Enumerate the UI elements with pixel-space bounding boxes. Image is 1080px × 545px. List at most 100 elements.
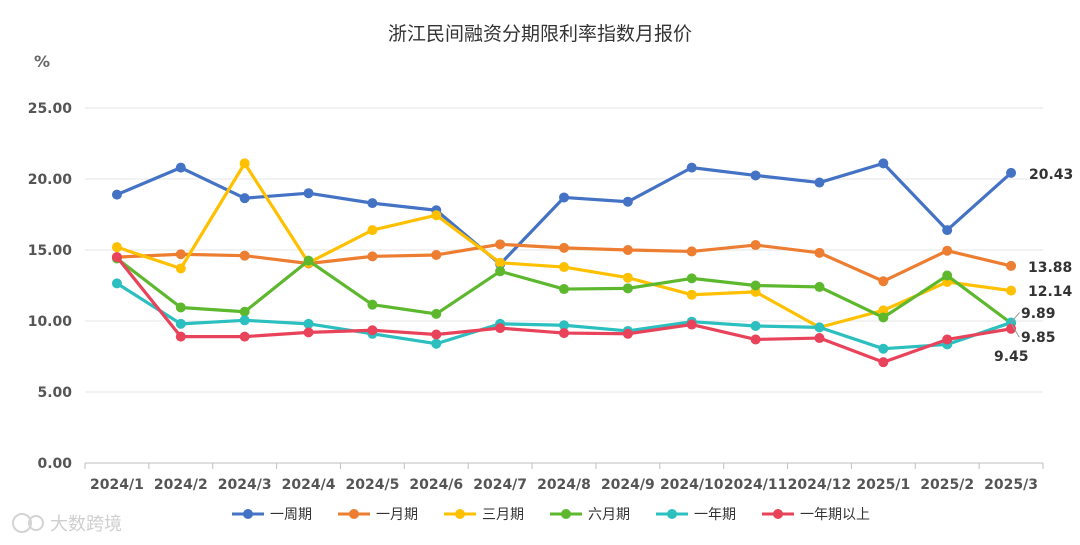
data-point [175, 249, 186, 260]
legend-label: 一月期 [376, 507, 418, 523]
data-label: 13.88 [1028, 260, 1072, 276]
x-tick-label: 2024/4 [282, 477, 336, 493]
legend-item: 三月期 [444, 507, 524, 523]
data-point [367, 299, 378, 310]
legend-swatch-dot [243, 509, 253, 519]
y-tick-label: 10.00 [28, 314, 73, 330]
data-point [495, 323, 506, 334]
x-tick-label: 2024/1 [90, 477, 144, 493]
legend: 一周期 一月期 三月期 六月期 一年期 一年期以上 [232, 507, 870, 523]
data-label: 9.45 [994, 349, 1029, 365]
data-point [622, 283, 633, 294]
x-tick-label: 2024/9 [601, 477, 655, 493]
data-point [686, 246, 697, 257]
watermark: 大数跨境 [12, 513, 122, 535]
data-point [814, 247, 825, 258]
series-group [111, 158, 1017, 368]
data-point [622, 328, 633, 339]
y-tick-label: 25.00 [28, 101, 73, 117]
data-point [175, 318, 186, 329]
legend-label: 六月期 [588, 507, 630, 523]
chart-title: 浙江民间融资分期限利率指数月报价 [388, 23, 692, 45]
data-point [942, 245, 953, 256]
data-point [239, 315, 250, 326]
x-tick-label: 2024/7 [473, 477, 527, 493]
data-point [239, 331, 250, 342]
data-point [559, 284, 569, 295]
legend-item: 六月期 [550, 507, 630, 523]
data-point [878, 312, 889, 323]
data-point [942, 270, 953, 281]
data-point [686, 273, 697, 284]
data-point [1006, 260, 1017, 271]
data-point [495, 257, 506, 268]
y-tick-label: 0.00 [37, 456, 72, 472]
watermark-logo-icon [12, 513, 32, 533]
data-point [111, 252, 122, 263]
legend-swatch-dot [561, 509, 571, 519]
x-tick-label: 2024/2 [154, 477, 208, 493]
data-point [239, 158, 250, 169]
legend-label: 一年期以上 [800, 507, 870, 523]
data-point [431, 338, 442, 349]
y-axis: 0.00 5.00 10.00 15.00 20.00 25.00 [28, 101, 73, 472]
data-point [559, 320, 569, 331]
data-point [495, 239, 506, 250]
x-tick-label: 2024/6 [409, 477, 463, 493]
end-labels: 20.43 13.88 12.14 9.85 9.89 9.45 [994, 167, 1073, 365]
data-point [878, 305, 889, 316]
data-point [303, 327, 314, 338]
data-point [878, 158, 889, 169]
legend-label: 一年期 [694, 507, 736, 523]
data-point [239, 250, 250, 261]
data-point [686, 289, 697, 300]
data-point [686, 162, 697, 173]
legend-swatch-dot [773, 509, 783, 519]
x-tick-label: 2025/2 [920, 477, 974, 493]
y-tick-label: 5.00 [37, 385, 72, 401]
data-point [111, 242, 122, 253]
data-point [175, 302, 186, 313]
data-point [814, 177, 825, 188]
series-3 [111, 253, 1017, 329]
legend-item: 一月期 [338, 507, 418, 523]
leader-line [1010, 322, 1020, 338]
x-axis: 2024/1 2024/2 2024/3 2024/4 2024/5 2024/6 2024… [84, 463, 1044, 493]
legend-swatch-dot [349, 509, 359, 519]
legend-swatch-dot [667, 509, 677, 519]
data-point [367, 325, 378, 336]
data-point [367, 225, 378, 236]
series-0 [111, 158, 1017, 270]
data-point [622, 272, 633, 283]
leader-line [1010, 312, 1021, 323]
legend-label: 一周期 [270, 507, 312, 523]
data-label: 9.89 [1021, 306, 1056, 322]
data-point [367, 198, 378, 209]
data-point [303, 318, 314, 329]
series-5 [111, 252, 1017, 368]
data-point [814, 333, 825, 344]
x-tick-label: 2024/8 [537, 477, 591, 493]
data-point [750, 280, 761, 291]
data-label: 9.85 [1021, 330, 1056, 346]
data-point [559, 262, 569, 273]
data-point [303, 255, 314, 266]
data-point [559, 192, 569, 203]
data-point [1006, 167, 1017, 178]
data-point [878, 343, 889, 354]
x-tick-label: 2025/1 [856, 477, 910, 493]
legend-label: 三月期 [482, 507, 524, 523]
data-point [1006, 323, 1017, 334]
data-point [686, 319, 697, 330]
data-point [239, 306, 250, 317]
x-tick-label: 2024/3 [218, 477, 272, 493]
legend-item: 一年期以上 [762, 507, 870, 523]
data-point [175, 162, 186, 173]
data-point [175, 263, 186, 274]
data-point [814, 322, 825, 333]
data-point [942, 225, 953, 236]
x-tick-label: 2024/10 [660, 477, 724, 493]
x-tick-label: 2024/11 [724, 477, 788, 493]
data-point [622, 196, 633, 207]
